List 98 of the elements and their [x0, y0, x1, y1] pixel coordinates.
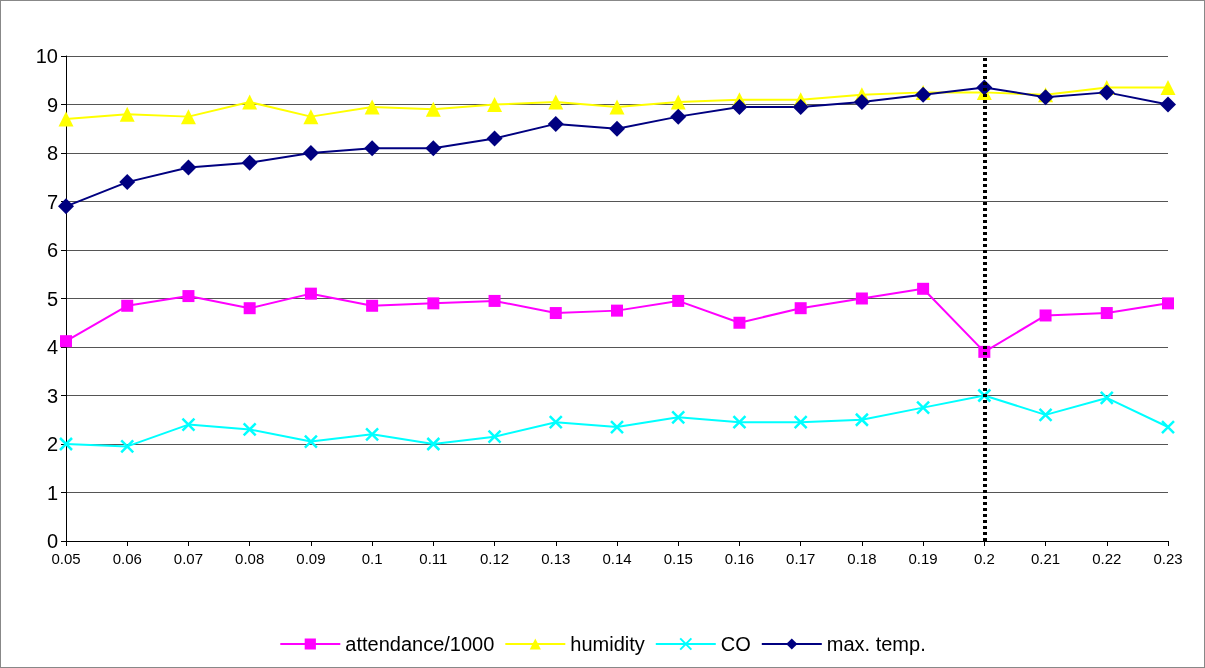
point — [548, 414, 564, 430]
point — [302, 145, 319, 161]
point — [486, 130, 503, 147]
point — [241, 154, 258, 171]
x-tick-label: 0.17 — [786, 550, 816, 567]
point — [1160, 80, 1176, 96]
legend-label: CO — [720, 633, 751, 655]
point — [547, 115, 564, 132]
point — [609, 419, 625, 435]
y-tick-label: 6 — [46, 239, 58, 261]
x-tick-label: 0.18 — [847, 550, 877, 567]
x-tick-label: 0.23 — [1153, 550, 1183, 567]
point — [548, 94, 564, 110]
point — [180, 109, 196, 125]
point — [121, 299, 134, 312]
y-tick-label: 2 — [46, 433, 58, 455]
y-tick-label: 0 — [46, 530, 58, 552]
point — [119, 106, 135, 122]
point — [793, 414, 808, 430]
x-tick-label: 0.14 — [602, 550, 632, 567]
point — [732, 414, 747, 430]
point — [609, 120, 625, 137]
point — [854, 412, 870, 427]
point — [427, 297, 440, 310]
point — [1162, 297, 1174, 310]
x-tick-label: 0.05 — [51, 550, 81, 567]
point — [670, 94, 686, 110]
point — [303, 434, 319, 449]
point — [58, 111, 74, 127]
y-tick-label: 1 — [46, 481, 58, 504]
point — [58, 198, 74, 215]
point — [60, 335, 72, 348]
x-tick-label: 0.11 — [419, 550, 448, 567]
x-tick-label: 0.15 — [663, 550, 693, 567]
x-tick-label: 0.19 — [908, 550, 938, 567]
point — [364, 427, 380, 442]
point — [119, 439, 135, 454]
point — [1099, 390, 1115, 406]
y-tick-label: 10 — [35, 45, 58, 67]
point — [1038, 407, 1053, 423]
point — [182, 290, 195, 303]
point — [487, 429, 502, 444]
x-tick-label: 0.07 — [173, 550, 204, 567]
point — [733, 316, 746, 329]
y-tick-label: 8 — [46, 142, 58, 164]
point — [303, 109, 319, 125]
point — [425, 101, 441, 117]
x-tick-label: 0.08 — [235, 550, 265, 567]
point — [426, 436, 441, 452]
x-tick-label: 0.21 — [1030, 550, 1061, 567]
x-tick-label: 0.22 — [1092, 550, 1122, 567]
point — [1039, 309, 1052, 322]
y-tick-label: 4 — [46, 336, 58, 358]
point — [915, 400, 931, 415]
point — [364, 140, 381, 157]
point — [672, 294, 685, 307]
point — [731, 98, 748, 115]
x-tick-label: 0.09 — [296, 550, 326, 567]
point — [1098, 84, 1115, 101]
point — [609, 99, 625, 115]
point — [364, 99, 380, 115]
legend-label: max. temp. — [826, 633, 926, 655]
point — [180, 159, 197, 176]
x-tick-label: 0.13 — [541, 550, 571, 567]
point — [670, 410, 686, 425]
x-tick-label: 0.12 — [479, 550, 510, 567]
point — [58, 436, 74, 452]
point — [366, 299, 379, 312]
point — [1160, 419, 1176, 435]
point — [794, 302, 807, 315]
point — [853, 94, 870, 111]
point — [181, 417, 196, 432]
point — [242, 94, 258, 110]
point — [119, 174, 136, 191]
point — [611, 304, 623, 317]
point — [792, 98, 809, 115]
point — [304, 287, 317, 300]
point — [1160, 96, 1176, 113]
y-tick-label: 3 — [46, 384, 58, 407]
point — [549, 307, 562, 320]
point — [487, 97, 503, 112]
legend-label: humidity — [570, 633, 645, 655]
point — [488, 294, 501, 307]
y-tick-label: 7 — [46, 190, 58, 213]
point — [242, 422, 257, 437]
y-tick-label: 9 — [46, 93, 58, 116]
y-tick-label: 5 — [46, 287, 58, 310]
point — [917, 282, 930, 295]
point — [243, 302, 256, 315]
legend-label: attendance/1000 — [345, 633, 495, 655]
x-tick-label: 0.16 — [724, 550, 755, 567]
x-tick-label: 0.06 — [112, 550, 142, 567]
x-tick-label: 0.2 — [973, 550, 995, 567]
point — [855, 292, 868, 305]
point — [425, 140, 442, 157]
point — [670, 108, 687, 125]
x-tick-label: 0.1 — [361, 550, 383, 567]
point — [1100, 307, 1113, 320]
